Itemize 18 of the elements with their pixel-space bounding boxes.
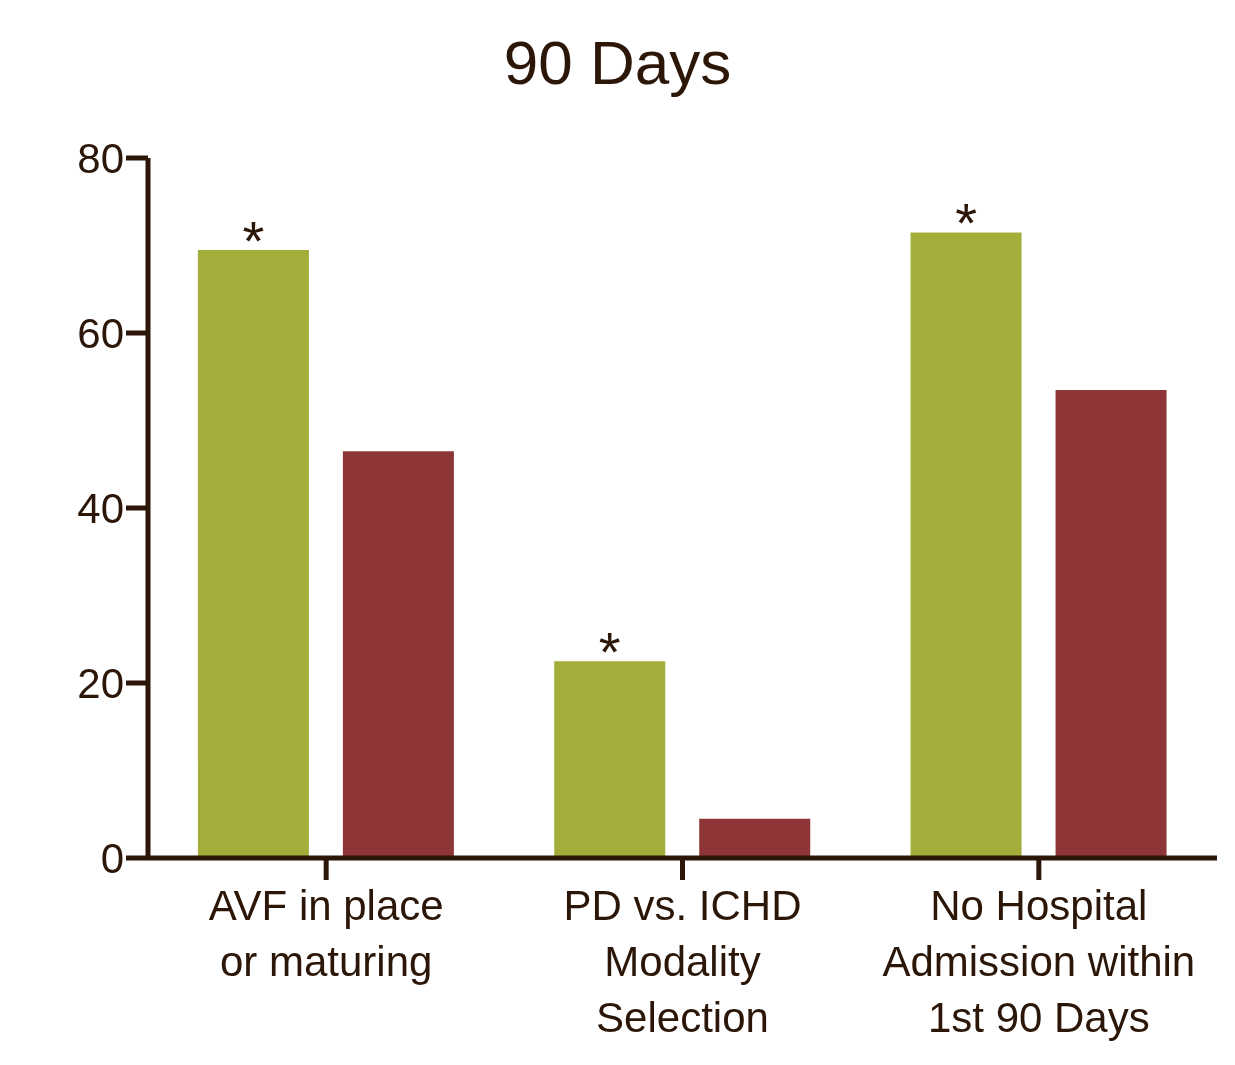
bar [910,232,1022,858]
annotation: * [242,208,265,272]
chart-title: 90 Days [502,27,733,99]
y-tick-label: 40 [77,484,124,532]
x-tick-label: PD vs. ICHD Modality Selection [563,882,802,1041]
bar [342,451,454,858]
bar [197,249,309,858]
annotation: * [955,191,977,255]
bar [1055,389,1167,858]
x-tick-label: No Hospital Admission within 1st 90 Days [882,882,1196,1041]
x-tick-label: AVF in place or maturing [208,882,444,985]
y-tick-label: 60 [77,309,124,357]
bar [699,818,811,858]
y-tick-label: 0 [100,834,124,882]
bar [554,661,666,858]
annotation: * [598,620,621,684]
y-tick-label: 80 [77,134,124,182]
y-tick-label: 20 [77,659,124,707]
